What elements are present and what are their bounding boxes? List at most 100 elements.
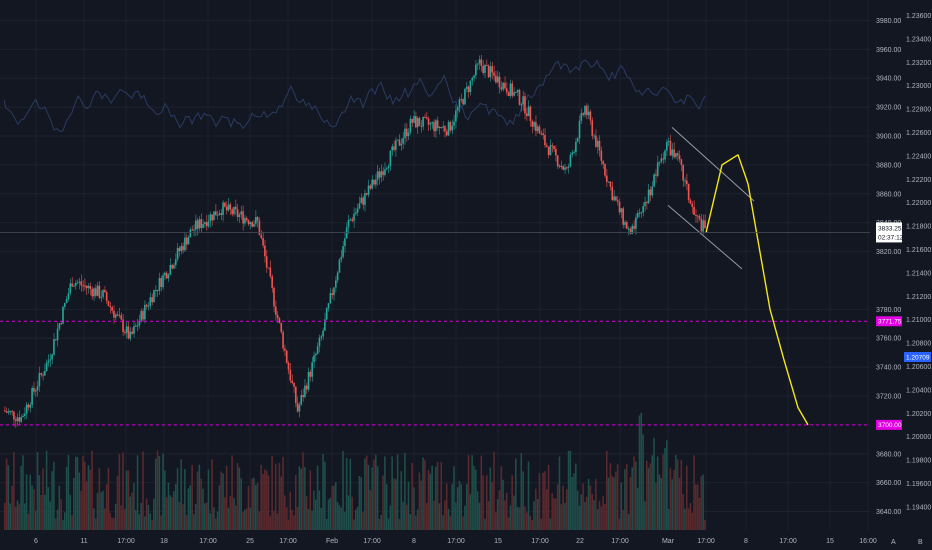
- volume-bar: [67, 454, 70, 530]
- volume-bar: [171, 496, 173, 530]
- candle-body: [382, 171, 384, 175]
- volume-bar: [475, 469, 477, 530]
- volume-bar: [436, 461, 439, 530]
- volume-bar: [478, 502, 481, 530]
- volume-bar: [396, 454, 399, 530]
- candle-body: [600, 150, 603, 161]
- volume-bar: [240, 478, 242, 530]
- volume-bar: [495, 512, 497, 530]
- volume-bar: [258, 511, 261, 530]
- horizontal-levels[interactable]: [0, 320, 870, 426]
- volume-bar: [424, 460, 426, 530]
- candle-body: [442, 126, 444, 128]
- indicator-series: [3, 59, 706, 133]
- volume-bar: [134, 510, 137, 530]
- volume-bar: [609, 463, 612, 530]
- volume-bar: [509, 505, 512, 530]
- candle-body: [544, 135, 546, 146]
- volume-bar: [74, 456, 77, 530]
- candle-body: [416, 118, 419, 128]
- candle-body: [498, 76, 501, 88]
- candle-body: [342, 246, 344, 257]
- x-axis-time[interactable]: 6 11 17:00 18 17:00 25 17:00 Feb 17:00 8 17:00 15 17…: [34, 538, 877, 545]
- y-tick-label-secondary: 1.23400: [906, 36, 931, 43]
- volume-bar: [140, 502, 142, 530]
- candle-body: [22, 415, 24, 417]
- volume-bar: [218, 485, 221, 530]
- candle-body: [189, 229, 192, 238]
- candle-body: [58, 323, 61, 329]
- candle-body: [294, 386, 297, 404]
- y-tick-label-price: 3740.00: [876, 365, 901, 372]
- auto-scale-button[interactable]: A: [891, 539, 896, 546]
- candle-body: [549, 145, 552, 156]
- volume-bar: [313, 490, 315, 530]
- volume-bar: [269, 515, 272, 530]
- candle-body: [280, 322, 283, 333]
- candle-body: [624, 222, 626, 225]
- volume-bar: [220, 471, 222, 530]
- candle-body: [309, 371, 312, 377]
- volume-bar: [531, 519, 533, 530]
- candle-body: [375, 179, 377, 185]
- x-tick-label: 17:00: [697, 538, 715, 545]
- volume-bar: [656, 456, 659, 530]
- candle-body: [200, 219, 203, 228]
- volume-bar: [147, 504, 150, 530]
- projection-path[interactable]: [705, 154, 809, 426]
- channel-drawing[interactable]: [667, 126, 755, 270]
- volume-bar: [98, 468, 101, 530]
- volume-bar: [167, 482, 170, 530]
- volume-bar: [345, 458, 348, 530]
- candle-body: [582, 113, 584, 115]
- volume-bar: [624, 469, 626, 530]
- candle-body: [584, 105, 586, 115]
- candle-body: [349, 219, 352, 221]
- projection-drawing[interactable]: [705, 154, 809, 426]
- volume-bar: [651, 455, 653, 530]
- candle-body: [456, 107, 459, 111]
- y-tick-label-secondary: 1.21600: [906, 247, 931, 254]
- volume-bar: [224, 497, 226, 530]
- volume-bar: [51, 471, 53, 530]
- candle-body: [500, 87, 503, 90]
- candle-body: [353, 213, 355, 221]
- y-tick-label-price: 3900.00: [876, 134, 901, 141]
- volume-bar: [87, 465, 90, 530]
- channel-lower-line[interactable]: [667, 204, 743, 270]
- x-tick-label: 16:00: [859, 538, 877, 545]
- volume-bar: [154, 458, 157, 530]
- volume-bar: [64, 512, 66, 530]
- indicator-line: [3, 59, 706, 133]
- volume-bar: [278, 462, 281, 530]
- y-tick-label-price: 3660.00: [876, 480, 901, 487]
- candle-body: [422, 117, 424, 127]
- candle-body: [169, 264, 172, 275]
- y-tick-label-secondary: 1.19400: [906, 504, 931, 511]
- y-axis-price[interactable]: 3980.00 3960.00 3940.00 3920.00 3900.00 3880.…: [876, 18, 901, 516]
- candle-body: [129, 331, 132, 339]
- candle-body: [225, 206, 228, 211]
- volume-bar: [427, 470, 430, 530]
- volume-bar: [129, 496, 132, 530]
- volume-bar: [351, 496, 353, 530]
- volume-bar: [229, 496, 232, 530]
- volume-bar: [5, 458, 8, 530]
- candle-body: [34, 390, 37, 392]
- volume-bar: [576, 490, 579, 530]
- log-scale-button[interactable]: B: [918, 539, 923, 546]
- volume-bar: [242, 511, 244, 530]
- candle-body: [167, 274, 170, 279]
- volume-bar: [165, 497, 168, 530]
- channel-upper-line[interactable]: [671, 126, 755, 202]
- volume-bar: [33, 489, 35, 530]
- y-axis-secondary[interactable]: 1.23600 1.23400 1.23200 1.23000 1.22800 1.226…: [906, 13, 931, 511]
- y-tick-label-secondary: 1.21800: [906, 224, 931, 231]
- volume-bar: [636, 487, 639, 530]
- volume-bar: [349, 458, 352, 530]
- candle-body: [178, 247, 181, 252]
- volume-bar: [198, 464, 201, 530]
- candle-body: [665, 141, 668, 151]
